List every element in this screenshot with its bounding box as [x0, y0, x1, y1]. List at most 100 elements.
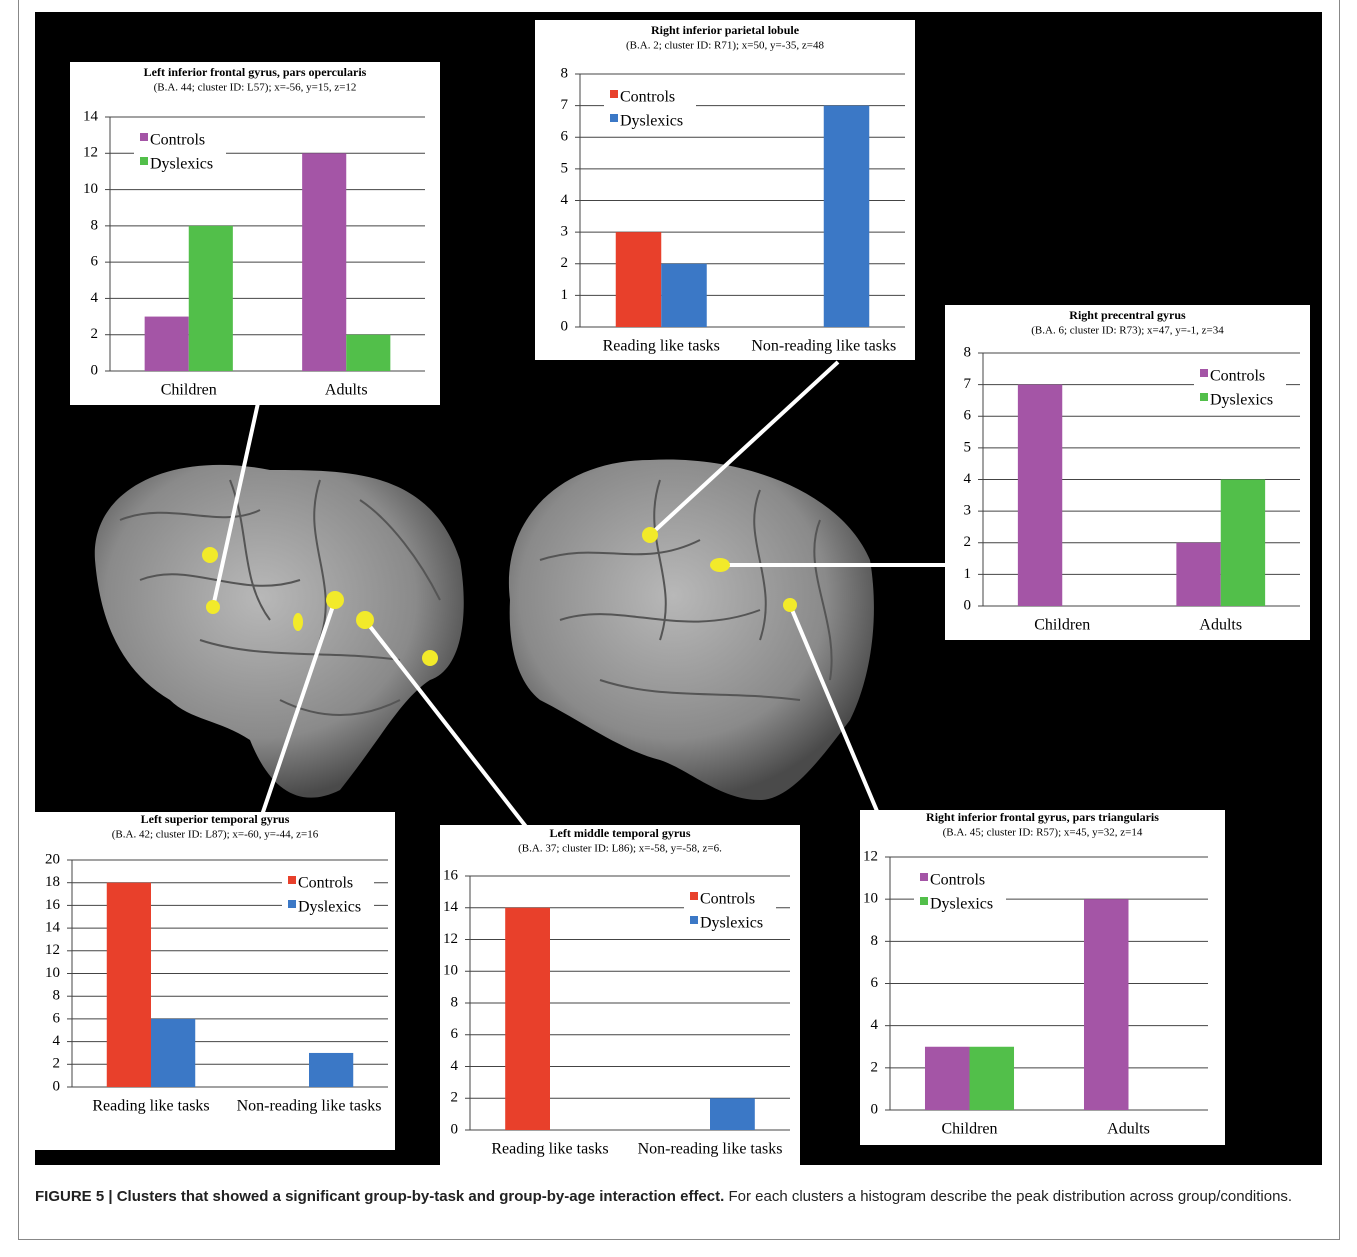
- y-tick-label: 2: [91, 326, 99, 342]
- legend-swatch: [288, 876, 296, 884]
- y-tick-label: 2: [451, 1090, 459, 1106]
- y-tick-label: 12: [45, 942, 60, 958]
- legend-swatch: [690, 916, 698, 924]
- y-tick-label: 0: [871, 1101, 879, 1117]
- chart-title: Right precentral gyrus: [1069, 308, 1186, 322]
- bar: [189, 226, 233, 371]
- legend-label: Dyslexics: [1210, 392, 1273, 409]
- chart: Left superior temporal gyrus(B.A. 42; cl…: [35, 812, 395, 1150]
- x-tick-label: Reading like tasks: [92, 1098, 209, 1115]
- y-tick-label: 8: [53, 988, 61, 1004]
- y-tick-label: 0: [561, 318, 569, 334]
- y-tick-label: 6: [871, 975, 879, 991]
- bar: [661, 264, 707, 327]
- chart-background: [860, 810, 1225, 1145]
- x-tick-label: Adults: [325, 382, 368, 399]
- legend-label: Controls: [930, 872, 985, 889]
- page: Left inferior frontal gyrus, pars opercu…: [0, 0, 1357, 1257]
- y-tick-label: 1: [964, 566, 972, 582]
- legend-label: Controls: [298, 875, 353, 892]
- legend-label: Dyslexics: [150, 156, 213, 173]
- y-tick-label: 5: [561, 160, 569, 176]
- bar: [1176, 543, 1220, 606]
- bar: [616, 232, 662, 327]
- chart-subtitle: (B.A. 44; cluster ID: L57); x=-56, y=15,…: [154, 82, 357, 94]
- bar: [824, 106, 870, 327]
- y-tick-label: 10: [45, 965, 60, 981]
- legend-label: Dyslexics: [620, 113, 683, 130]
- legend-swatch: [140, 157, 148, 165]
- figure: Left inferior frontal gyrus, pars opercu…: [0, 0, 1357, 1257]
- chart-title: Right inferior frontal gyrus, pars trian…: [926, 810, 1159, 824]
- y-tick-label: 3: [964, 503, 972, 519]
- y-tick-label: 4: [91, 290, 99, 306]
- chart-title: Left middle temporal gyrus: [550, 826, 691, 840]
- legend-label: Dyslexics: [930, 896, 993, 913]
- caption: FIGURE 5 | Clusters that showed a signif…: [35, 1186, 1325, 1208]
- legend-swatch: [610, 90, 618, 98]
- x-tick-label: Children: [161, 382, 217, 399]
- legend-swatch: [1200, 369, 1208, 377]
- chart: Right inferior frontal gyrus, pars trian…: [860, 810, 1225, 1145]
- bar: [151, 1019, 195, 1087]
- x-tick-label: Non-reading like tasks: [751, 338, 896, 355]
- y-tick-label: 16: [45, 897, 61, 913]
- y-tick-label: 6: [964, 408, 972, 424]
- y-tick-label: 5: [964, 439, 972, 455]
- y-tick-label: 1: [561, 287, 569, 303]
- bar: [145, 317, 189, 371]
- y-tick-label: 4: [53, 1033, 61, 1049]
- y-tick-label: 10: [863, 891, 878, 907]
- y-tick-label: 2: [871, 1059, 879, 1075]
- y-tick-label: 10: [443, 963, 458, 979]
- y-tick-label: 4: [451, 1058, 459, 1074]
- y-tick-label: 12: [863, 848, 878, 864]
- legend-label: Controls: [1210, 368, 1265, 385]
- x-tick-label: Adults: [1107, 1121, 1150, 1138]
- bar: [1221, 480, 1265, 607]
- y-tick-label: 0: [91, 362, 99, 378]
- caption-label: FIGURE 5 | Clusters that showed a signif…: [35, 1188, 724, 1205]
- x-tick-label: Children: [1034, 617, 1090, 634]
- y-tick-label: 16: [443, 867, 459, 883]
- chart-title: Left superior temporal gyrus: [141, 812, 290, 826]
- y-tick-label: 6: [451, 1026, 459, 1042]
- bar: [505, 908, 550, 1130]
- y-tick-label: 4: [871, 1017, 879, 1033]
- chart-subtitle: (B.A. 45; cluster ID: R57); x=45, y=32, …: [943, 827, 1143, 839]
- y-tick-label: 2: [561, 255, 569, 271]
- bar: [970, 1047, 1015, 1110]
- y-tick-label: 14: [83, 108, 99, 124]
- chart-title: Right inferior parietal lobule: [651, 23, 800, 37]
- y-tick-label: 6: [53, 1010, 61, 1026]
- x-tick-label: Reading like tasks: [491, 1141, 608, 1158]
- chart: Left middle temporal gyrus(B.A. 37; clus…: [440, 825, 800, 1165]
- legend-swatch: [1200, 393, 1208, 401]
- y-tick-label: 7: [561, 97, 569, 113]
- bar: [1018, 385, 1062, 606]
- y-tick-label: 4: [561, 192, 569, 208]
- y-tick-label: 12: [443, 931, 458, 947]
- legend-swatch: [610, 114, 618, 122]
- y-tick-label: 7: [964, 376, 972, 392]
- legend-swatch: [690, 892, 698, 900]
- legend-swatch: [920, 897, 928, 905]
- y-tick-label: 4: [964, 471, 972, 487]
- legend-swatch: [140, 133, 148, 141]
- bar: [309, 1053, 353, 1087]
- y-tick-label: 8: [451, 994, 459, 1010]
- chart: Right inferior parietal lobule(B.A. 2; c…: [535, 20, 915, 360]
- chart-subtitle: (B.A. 6; cluster ID: R73); x=47, y=-1, z…: [1031, 325, 1224, 337]
- bar: [302, 153, 346, 371]
- legend-label: Dyslexics: [298, 899, 361, 916]
- chart: Right precentral gyrus (B.A. 6; cluster I…: [945, 305, 1310, 640]
- y-tick-label: 2: [53, 1056, 61, 1072]
- y-tick-label: 8: [561, 65, 569, 81]
- x-tick-label: Adults: [1199, 617, 1242, 634]
- legend-label: Controls: [700, 891, 755, 908]
- y-tick-label: 14: [45, 920, 61, 936]
- x-tick-label: Reading like tasks: [603, 338, 720, 355]
- chart: Left inferior frontal gyrus, pars opercu…: [70, 62, 440, 405]
- chart-title: Left inferior frontal gyrus, pars opercu…: [144, 65, 367, 79]
- y-tick-label: 10: [83, 181, 98, 197]
